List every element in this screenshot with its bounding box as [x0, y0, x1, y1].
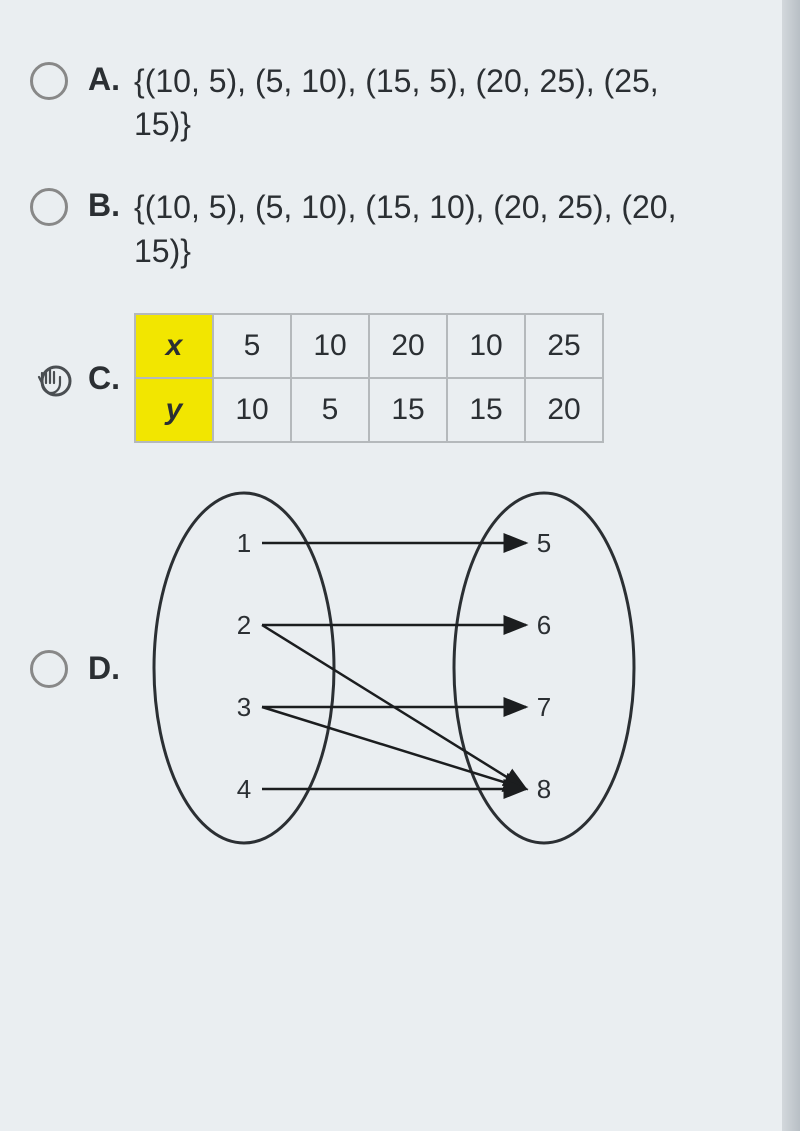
- option-d-row: D. 1 2 3 4 5 6 7 8: [30, 483, 770, 853]
- pointer-icon: [30, 359, 72, 401]
- option-b-text: {(10, 5), (5, 10), (15, 10), (20, 25), (…: [134, 186, 684, 272]
- option-c-table[interactable]: x 5 10 20 10 25 y 10 5 15 15 20: [134, 313, 604, 443]
- svg-text:8: 8: [537, 774, 551, 804]
- option-b-row: B. {(10, 5), (5, 10), (15, 10), (20, 25)…: [30, 186, 770, 272]
- svg-text:7: 7: [537, 692, 551, 722]
- svg-text:6: 6: [537, 610, 551, 640]
- option-c-letter: C.: [88, 359, 120, 397]
- svg-text:3: 3: [237, 692, 251, 722]
- table-cell: 10: [447, 314, 525, 378]
- table-cell: 15: [447, 378, 525, 442]
- page-edge-shadow: [782, 0, 800, 1131]
- table-cell: 5: [213, 314, 291, 378]
- option-b-letter: B.: [88, 186, 120, 224]
- table-cell: 20: [525, 378, 603, 442]
- radio-b[interactable]: [30, 188, 68, 226]
- svg-text:4: 4: [237, 774, 251, 804]
- table-cell: 10: [213, 378, 291, 442]
- table-cell: 25: [525, 314, 603, 378]
- table-cell: 10: [291, 314, 369, 378]
- table-y-header: y: [135, 378, 213, 442]
- option-c-row: C. x 5 10 20 10 25 y 10 5 15 15 20: [30, 313, 770, 443]
- option-a-letter: A.: [88, 60, 120, 98]
- option-d-letter: D.: [88, 649, 120, 687]
- option-d-mapping[interactable]: 1 2 3 4 5 6 7 8: [134, 483, 654, 853]
- table-cell: 20: [369, 314, 447, 378]
- svg-text:5: 5: [537, 528, 551, 558]
- svg-text:2: 2: [237, 610, 251, 640]
- radio-d[interactable]: [30, 650, 68, 688]
- option-a-row: A. {(10, 5), (5, 10), (15, 5), (20, 25),…: [30, 60, 770, 146]
- table-x-header: x: [135, 314, 213, 378]
- table-cell: 15: [369, 378, 447, 442]
- radio-a[interactable]: [30, 62, 68, 100]
- svg-text:1: 1: [237, 528, 251, 558]
- option-a-text: {(10, 5), (5, 10), (15, 5), (20, 25), (2…: [134, 60, 684, 146]
- table-cell: 5: [291, 378, 369, 442]
